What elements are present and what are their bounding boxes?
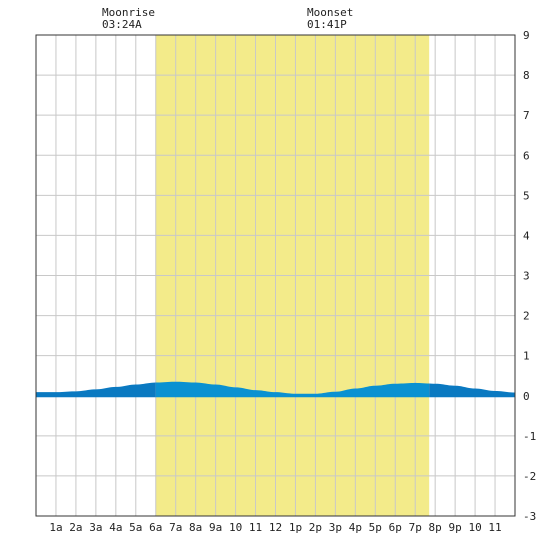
- x-tick-label: 1a: [49, 521, 62, 534]
- x-tick-label: 9p: [449, 521, 462, 534]
- x-tick-label: 5a: [129, 521, 142, 534]
- y-tick-label: 1: [523, 350, 530, 363]
- y-tick-label: -1: [523, 430, 536, 443]
- y-tick-label: 5: [523, 189, 530, 202]
- y-tick-label: 2: [523, 310, 530, 323]
- x-tick-label: 7p: [409, 521, 422, 534]
- chart-grid: [36, 35, 515, 516]
- tide-area-night: [36, 382, 156, 398]
- y-axis-ticks: -3 -2 -1 0 1 2 3 4 5 6 7 8 9: [523, 29, 536, 523]
- x-tick-label: 10: [468, 521, 481, 534]
- tide-area-day: [155, 381, 430, 398]
- x-tick-label: 2a: [69, 521, 82, 534]
- y-tick-label: 4: [523, 229, 530, 242]
- plot-frame: [35, 34, 516, 517]
- x-axis-ticks: 1a 2a 3a 4a 5a 6a 7a 8a 9a 10 11 12 1p 2p 3p 4p 5p 6p 7p 8p…: [49, 521, 501, 534]
- y-tick-label: 0: [523, 390, 530, 403]
- x-tick-label: 4a: [109, 521, 122, 534]
- x-tick-label: 4p: [349, 521, 362, 534]
- x-tick-label: 6p: [389, 521, 402, 534]
- x-tick-label: 3p: [329, 521, 342, 534]
- x-tick-label: 2p: [309, 521, 322, 534]
- x-tick-label: 11: [488, 521, 501, 534]
- y-tick-label: -3: [523, 510, 536, 523]
- x-tick-label: 1p: [289, 521, 302, 534]
- y-tick-label: 3: [523, 270, 530, 283]
- tide-area: [36, 381, 515, 398]
- y-tick-label: 7: [523, 109, 530, 122]
- x-tick-label: 11: [249, 521, 262, 534]
- x-tick-label: 12: [269, 521, 282, 534]
- moon-event-time: 03:24A: [102, 18, 142, 31]
- y-tick-label: 9: [523, 29, 530, 42]
- moon-event-label: Moonset: [307, 6, 353, 19]
- y-tick-label: 6: [523, 149, 530, 162]
- x-tick-label: 10: [229, 521, 242, 534]
- x-tick-label: 5p: [369, 521, 382, 534]
- moon-event-label: Moonrise: [102, 6, 155, 19]
- x-tick-label: 3a: [89, 521, 102, 534]
- moon-event-time: 01:41P: [307, 18, 347, 31]
- y-tick-label: -2: [523, 470, 536, 483]
- tide-area-night: [429, 383, 515, 398]
- x-tick-label: 7a: [169, 521, 182, 534]
- x-tick-label: 6a: [149, 521, 162, 534]
- x-tick-label: 8a: [189, 521, 202, 534]
- y-tick-label: 8: [523, 69, 530, 82]
- x-tick-label: 8p: [429, 521, 442, 534]
- x-tick-label: 9a: [209, 521, 222, 534]
